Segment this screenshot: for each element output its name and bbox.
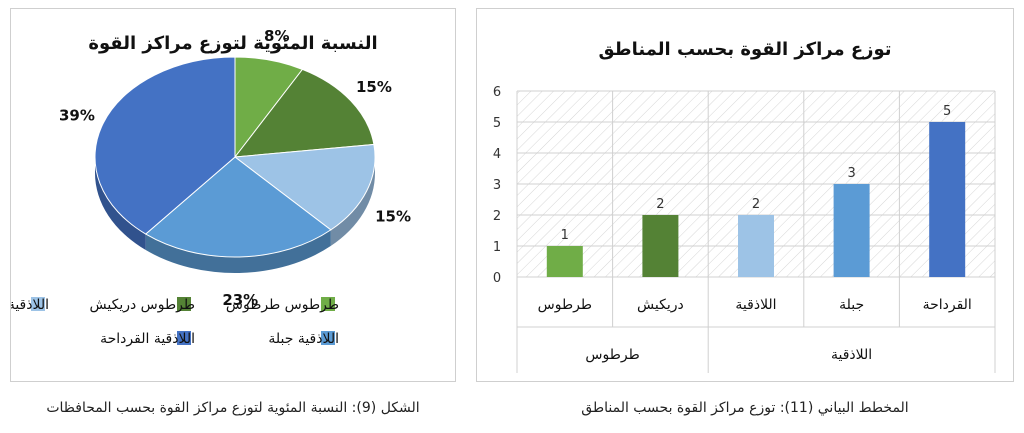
pie-legend-label: اللاذقية جبلة bbox=[268, 331, 339, 347]
pie-legend-item: اللاذقية جبلة bbox=[268, 331, 339, 347]
pie-legend-item: اللاذقية اللاذقية bbox=[0, 297, 49, 313]
bar-data-label: 5 bbox=[943, 104, 951, 119]
category-label: طرطوس bbox=[538, 297, 592, 313]
y-tick-label: 1 bbox=[493, 240, 501, 255]
bar bbox=[642, 215, 679, 277]
bar-figure-caption: المخطط البياني (11): توزع مراكز القوة بح… bbox=[581, 400, 909, 416]
pie-legend-label: طرطوس طرطوس bbox=[226, 297, 339, 313]
pie-slice-side bbox=[330, 157, 375, 246]
pie-legend-swatch bbox=[31, 297, 45, 311]
bar-chart-title: توزع مراكز القوة بحسب المناطق bbox=[598, 39, 891, 60]
bar-data-label: 2 bbox=[656, 197, 664, 212]
pie-legend-label: اللاذقية اللاذقية bbox=[11, 297, 49, 313]
pie-slice bbox=[94, 56, 236, 235]
bar-data-label: 3 bbox=[847, 166, 855, 181]
bar bbox=[738, 215, 774, 277]
pie-data-label: 8% bbox=[264, 27, 289, 45]
pie-figure-caption: الشكل (9): النسبة المئوية لتوزع مراكز ال… bbox=[46, 400, 420, 416]
pie-data-label: 23% bbox=[222, 291, 258, 309]
y-tick-label: 5 bbox=[493, 116, 501, 131]
pie-legend-item: طرطوس دريكيش bbox=[90, 297, 195, 313]
pie-slice-side bbox=[145, 229, 331, 273]
pie-legend-swatch bbox=[321, 297, 335, 311]
group-label: طرطوس bbox=[585, 347, 639, 363]
bar bbox=[833, 184, 870, 277]
category-label: دريكيش bbox=[637, 297, 684, 313]
pie-slice bbox=[233, 143, 376, 231]
y-tick-label: 2 bbox=[493, 209, 501, 224]
bar bbox=[929, 122, 966, 277]
pie-data-label: 39% bbox=[59, 106, 95, 124]
pie-legend-item: اللاذقية القرداحة bbox=[100, 331, 195, 347]
bar-chart: توزع مراكز القوة بحسب المناطق 0 1 2 3 4 5 6 طرطو… bbox=[493, 39, 996, 373]
category-label: القرداحة bbox=[923, 297, 972, 313]
pie-slice bbox=[144, 156, 332, 258]
y-tick-label: 0 bbox=[493, 271, 501, 286]
pie-slice bbox=[233, 68, 375, 158]
pie-legend-label: اللاذقية القرداحة bbox=[100, 331, 195, 347]
bar-chart-panel: توزع مراكز القوة بحسب المناطق 0 1 2 3 4 5 6 طرطو… bbox=[476, 8, 1014, 382]
category-label: جبلة bbox=[839, 297, 864, 313]
y-tick-label: 6 bbox=[493, 85, 501, 100]
pie-legend-swatch bbox=[177, 297, 191, 311]
y-tick-label: 3 bbox=[493, 178, 501, 193]
pie-data-label: 15% bbox=[375, 208, 411, 226]
pie-legend-item: طرطوس طرطوس bbox=[226, 297, 339, 313]
category-label: اللاذقية bbox=[735, 297, 776, 313]
group-label: اللاذقية bbox=[831, 347, 872, 363]
pie-legend-label: طرطوس دريكيش bbox=[90, 297, 195, 313]
pie-legend-swatch bbox=[177, 331, 191, 345]
y-tick-label: 4 bbox=[493, 147, 501, 162]
pie-slice-side bbox=[95, 157, 146, 251]
pie-chart-title: النسبة المئوية لتوزع مراكز القوة bbox=[88, 33, 377, 54]
bar bbox=[546, 246, 583, 277]
bar-data-label: 1 bbox=[561, 228, 569, 243]
pie-chart-panel: النسبة المئوية لتوزع مراكز القوة 8% 15% 15%… bbox=[0, 8, 456, 382]
bar-data-label: 2 bbox=[752, 197, 760, 212]
pie-legend-swatch bbox=[321, 331, 335, 345]
pie-data-label: 15% bbox=[356, 78, 392, 96]
